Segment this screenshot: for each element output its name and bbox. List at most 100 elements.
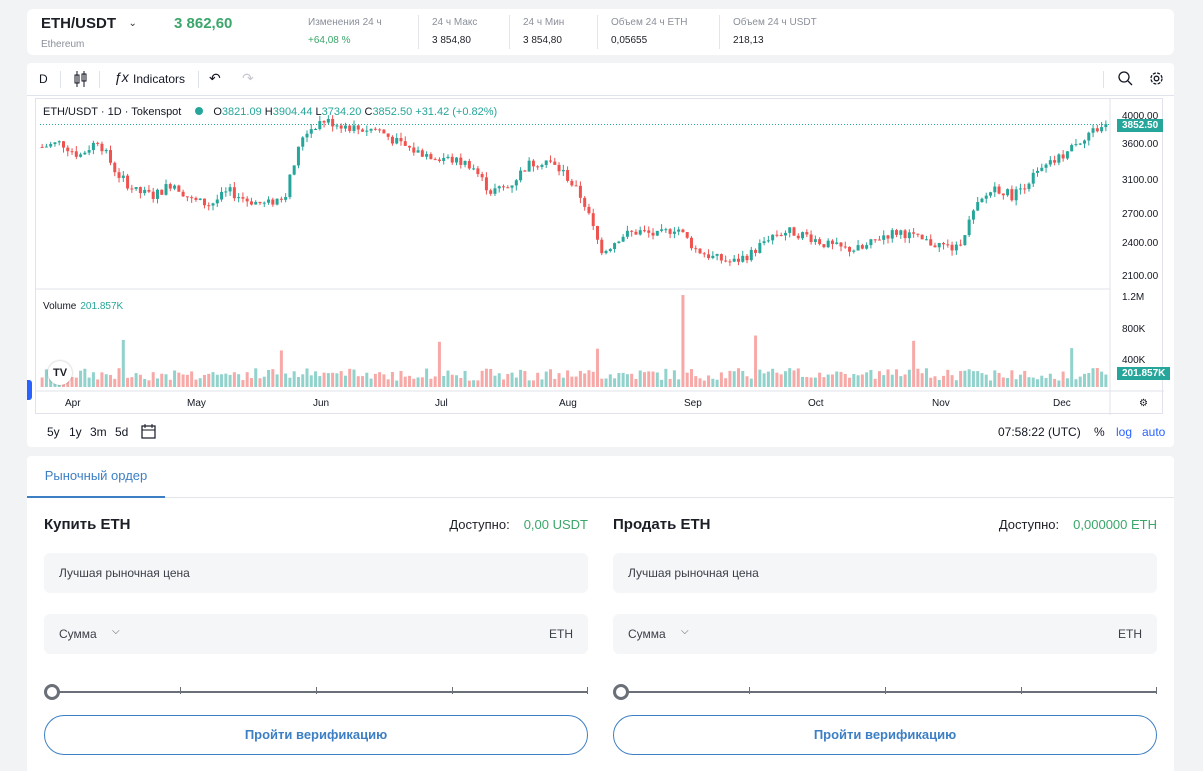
candle-body — [335, 125, 339, 127]
candle-body — [869, 239, 873, 246]
candle-body — [980, 198, 984, 203]
range-3m[interactable]: 3m — [90, 425, 107, 439]
candle-body — [79, 154, 83, 157]
slider-handle[interactable] — [44, 684, 60, 700]
available-value: 0,00 USDT — [523, 517, 588, 532]
volume-bar — [595, 348, 599, 387]
candle-body — [865, 245, 869, 249]
volume-bar — [570, 376, 574, 387]
candle-body — [472, 168, 476, 170]
volume-bar — [531, 380, 535, 387]
volume-bar — [429, 378, 433, 387]
slider-tick — [885, 687, 886, 694]
buy-amount-slider[interactable] — [44, 684, 588, 700]
candle-body — [147, 189, 151, 192]
candle-body — [660, 229, 664, 231]
sell-amount-field[interactable]: Сумма ⌵ ETH — [613, 614, 1157, 654]
candle-body — [301, 137, 305, 147]
volume-bar — [655, 372, 659, 387]
volume-bar — [912, 340, 916, 387]
gear-icon[interactable] — [1148, 70, 1165, 90]
volume-bar — [480, 370, 484, 387]
candle-body — [1027, 183, 1031, 189]
zoom-icon[interactable] — [1117, 70, 1133, 89]
price-chart[interactable] — [36, 99, 1164, 415]
buy-price-field[interactable]: Лучшая рыночная цена — [44, 553, 588, 593]
stat-label: Объем 24 ч ETH — [611, 17, 688, 28]
volume-bar — [1104, 374, 1108, 387]
candle-body — [314, 129, 318, 131]
sell-amount-slider[interactable] — [613, 684, 1157, 700]
volume-bar — [630, 373, 634, 387]
candle-body — [1010, 189, 1014, 201]
volume-bar — [1031, 377, 1035, 387]
pair-selector[interactable]: ETH/USDT ⌄ Ethereum — [41, 15, 137, 50]
indicators-button[interactable]: Indicators — [133, 72, 186, 86]
volume-bar — [788, 368, 792, 387]
candle-body — [224, 191, 228, 193]
range-5y[interactable]: 5y — [47, 425, 60, 439]
last-price-tag: 3852.50 — [1117, 119, 1164, 132]
buy-available: Доступно: 0,00 USDT — [449, 517, 588, 532]
volume-bar — [262, 376, 266, 387]
volume-bar — [809, 377, 813, 387]
slider-handle[interactable] — [613, 684, 629, 700]
divider — [509, 15, 510, 49]
high-label: H — [264, 106, 273, 118]
candle-body — [232, 187, 236, 199]
volume-bar — [425, 368, 429, 387]
chart-legend: ETH/USDT · 1D · Tokenspot O3821.09 H3904.… — [43, 106, 497, 118]
volume-bar — [271, 369, 275, 387]
volume-bar — [74, 377, 78, 387]
volume-bar — [467, 380, 471, 387]
candle-body — [557, 164, 561, 172]
volume-bar — [1083, 373, 1087, 387]
candle-body — [190, 197, 194, 199]
sell-verify-button[interactable]: Пройти верификацию — [613, 715, 1157, 755]
tab-market-order[interactable]: Рыночный ордер — [27, 456, 165, 498]
volume-bar — [754, 335, 758, 387]
candle-body — [877, 239, 881, 241]
range-5d[interactable]: 5d — [115, 425, 129, 439]
chevron-down-icon[interactable]: ⌵ — [112, 626, 120, 637]
log-toggle[interactable]: log — [1116, 425, 1133, 439]
order-tabs: Рыночный ордер — [27, 456, 1174, 498]
range-1y[interactable]: 1y — [69, 425, 82, 439]
candle-body — [459, 157, 463, 165]
candle-body — [1018, 188, 1022, 190]
candle-body — [378, 129, 382, 131]
candle-body — [403, 141, 407, 146]
volume-bar — [848, 377, 852, 387]
volume-bar — [361, 376, 365, 387]
sell-price-field[interactable]: Лучшая рыночная цена — [613, 553, 1157, 593]
stat-label: Изменения 24 ч — [308, 17, 382, 28]
candle-body — [604, 251, 608, 254]
chevron-down-icon[interactable]: ⌵ — [681, 626, 689, 637]
utc-clock[interactable]: 07:58:22 (UTC) — [998, 425, 1081, 439]
auto-toggle[interactable]: auto — [1142, 425, 1166, 439]
percent-toggle[interactable]: % — [1094, 425, 1105, 439]
candles-icon[interactable] — [73, 70, 89, 91]
calendar-icon[interactable] — [140, 423, 157, 443]
buy-verify-button[interactable]: Пройти верификацию — [44, 715, 588, 755]
fx-icon[interactable]: ƒx — [114, 69, 129, 85]
tradingview-logo[interactable]: TV — [48, 361, 72, 385]
candle-body — [1031, 172, 1035, 184]
undo-icon[interactable]: ↶ — [209, 70, 221, 86]
chart-pane[interactable]: ETH/USDT · 1D · Tokenspot O3821.09 H3904.… — [35, 98, 1171, 415]
divider — [1103, 71, 1104, 88]
axis-settings-icon[interactable]: ⚙ — [1139, 398, 1148, 409]
pair-name[interactable]: ETH/USDT — [41, 15, 116, 32]
candle-body — [373, 128, 377, 130]
volume-bar — [506, 373, 510, 387]
candle-body — [792, 227, 796, 236]
buy-amount-field[interactable]: Сумма ⌵ ETH — [44, 614, 588, 654]
chevron-down-icon[interactable]: ⌄ — [128, 18, 137, 29]
volume-bar — [211, 372, 215, 387]
candle-body — [651, 232, 655, 236]
redo-icon[interactable]: ↷ — [242, 70, 254, 86]
candle-body — [583, 197, 587, 207]
stat-volume-eth: Объем 24 ч ETH 0,05655 — [611, 17, 688, 46]
volume-bar — [608, 374, 612, 387]
interval-button[interactable]: D — [39, 72, 48, 86]
